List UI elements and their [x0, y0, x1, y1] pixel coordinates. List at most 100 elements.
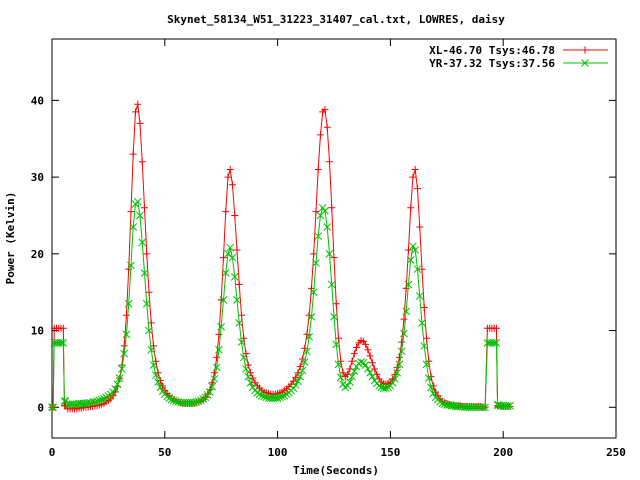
series-1-point [129, 150, 137, 158]
series-2-point [490, 339, 499, 347]
series-1-point [364, 346, 372, 354]
series-1-point [413, 185, 421, 193]
series-1-point [398, 338, 406, 346]
series-2-point [368, 372, 377, 381]
series-1-point [400, 315, 408, 323]
series-2-point [343, 381, 352, 390]
series-2-point [242, 365, 250, 373]
series-2-point [300, 358, 309, 366]
series-2-point [59, 339, 68, 347]
series-1-point [231, 211, 239, 219]
series-1-point [362, 340, 370, 348]
series-1-point [330, 254, 338, 262]
series-2-point [366, 368, 374, 377]
series-1-point [492, 324, 500, 332]
series-1-point [395, 353, 403, 361]
series-1-point [222, 208, 230, 216]
x-tick-label: 150 [380, 446, 400, 459]
series-2-point [404, 280, 413, 289]
series-1-point [247, 369, 255, 377]
y-tick-label: 10 [31, 325, 44, 338]
series-1-point [140, 204, 148, 212]
series-2-point [361, 361, 370, 369]
series-2-point [221, 269, 230, 277]
series-2-point [253, 388, 262, 397]
series-2-point [436, 398, 444, 406]
series-1-point [147, 319, 155, 327]
series-2-point [298, 366, 307, 375]
series-2-point [418, 319, 426, 327]
series-2-point [336, 373, 345, 382]
series-2-point [413, 265, 422, 274]
legend-label: YR-37.32 Tsys:37.56 [429, 57, 555, 70]
series-2-point [323, 223, 332, 231]
series-2-point [422, 360, 431, 369]
series-2-point [438, 399, 447, 408]
series-1-point [332, 300, 340, 308]
series-2-point [325, 249, 334, 258]
series-1-point [109, 392, 117, 400]
x-tick-label: 50 [158, 446, 171, 459]
series-1-point [391, 370, 399, 378]
series-2-point [156, 383, 165, 392]
series-2-point [138, 238, 147, 247]
series-2-point [122, 330, 131, 339]
series-1-point [312, 208, 320, 216]
series-2-point [503, 401, 512, 410]
series-2-point [278, 392, 286, 401]
series-2-point [124, 299, 133, 308]
series-2-point [142, 299, 151, 308]
series-2-point [140, 269, 149, 277]
series-2-point [409, 242, 417, 251]
axes: 0 50 100 150 200 250 0 10 20 30 40 [31, 38, 626, 459]
series-1-point [235, 281, 243, 289]
series-2-point [169, 396, 178, 405]
series-2-point [190, 398, 198, 407]
series-1-point [215, 330, 223, 338]
series-2-point [246, 378, 255, 387]
series-2-point [388, 378, 397, 387]
series-2-point [102, 393, 110, 402]
series-2-point [172, 397, 180, 406]
series-2-point [506, 401, 514, 410]
series-2-point [197, 396, 205, 405]
series-2-point [93, 397, 101, 406]
series-2-point [230, 273, 239, 281]
series-2-point [334, 360, 343, 369]
plot-frame [51, 38, 617, 439]
series-2-point [237, 338, 246, 346]
series-1-point [366, 352, 374, 360]
series-1-point [122, 311, 130, 319]
y-tick-label: 20 [31, 248, 44, 261]
series-2-point [239, 353, 248, 362]
legend-marker [581, 46, 589, 54]
series-1-point [244, 361, 252, 369]
series-1-point [289, 377, 297, 385]
series-1-point [418, 265, 426, 273]
series-2-point [406, 256, 415, 264]
series-2-point [260, 392, 268, 401]
series-2-point [309, 288, 318, 297]
series-2 [48, 197, 514, 412]
series-2-point [97, 395, 106, 404]
series-1-point [314, 165, 322, 173]
series-2-point [429, 389, 438, 398]
series-layer [48, 100, 514, 413]
series-1-point [416, 223, 424, 231]
series-2-point [133, 197, 142, 206]
series-1-point [368, 359, 376, 367]
series-2-point [296, 372, 305, 381]
series-2-point [147, 345, 156, 354]
series-2-point [294, 377, 302, 386]
series-2-point [149, 361, 158, 369]
series-2-point [120, 349, 129, 358]
series-1-point [348, 357, 356, 365]
series-2-point [273, 394, 282, 402]
series-1-point [120, 342, 128, 350]
x-tick-label: 250 [606, 446, 626, 459]
series-2-point [113, 380, 122, 389]
series-1-point [228, 181, 236, 189]
series-2-point [167, 395, 176, 404]
series-2-point [129, 223, 138, 231]
series-2-point [415, 292, 424, 300]
